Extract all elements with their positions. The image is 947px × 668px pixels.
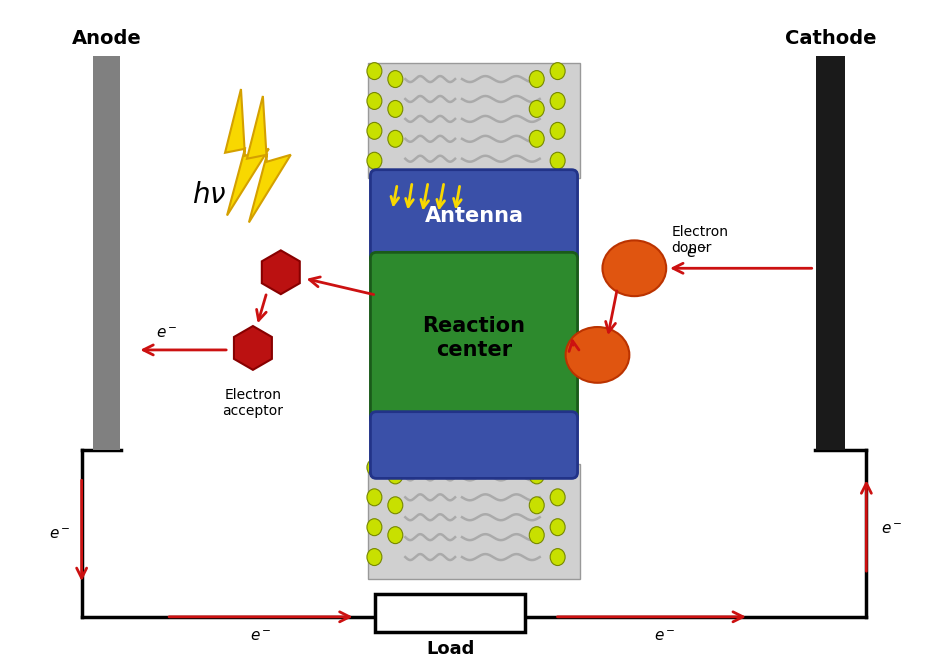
- Ellipse shape: [529, 526, 545, 544]
- Ellipse shape: [550, 519, 565, 536]
- FancyBboxPatch shape: [370, 411, 578, 478]
- Ellipse shape: [550, 489, 565, 506]
- Polygon shape: [234, 326, 272, 370]
- Ellipse shape: [550, 152, 565, 169]
- Text: Electron
acceptor: Electron acceptor: [223, 388, 283, 418]
- Ellipse shape: [388, 71, 402, 88]
- Ellipse shape: [550, 63, 565, 79]
- Ellipse shape: [366, 489, 382, 506]
- Bar: [815, 56, 846, 450]
- Ellipse shape: [388, 100, 402, 118]
- Text: Load: Load: [426, 640, 474, 658]
- Polygon shape: [225, 89, 269, 216]
- Ellipse shape: [602, 240, 666, 296]
- Ellipse shape: [366, 63, 382, 79]
- Polygon shape: [247, 96, 291, 222]
- Ellipse shape: [550, 92, 565, 110]
- Text: e$^-$: e$^-$: [881, 522, 902, 536]
- Text: Electron
donor: Electron donor: [671, 225, 728, 255]
- Ellipse shape: [366, 459, 382, 476]
- Ellipse shape: [565, 327, 630, 383]
- Ellipse shape: [529, 130, 545, 147]
- Text: $h\nu$: $h\nu$: [192, 182, 226, 209]
- Text: e$^-$: e$^-$: [653, 629, 675, 644]
- Ellipse shape: [529, 467, 545, 484]
- Ellipse shape: [550, 459, 565, 476]
- Ellipse shape: [388, 526, 402, 544]
- Ellipse shape: [388, 467, 402, 484]
- Text: Reaction
center: Reaction center: [422, 317, 526, 359]
- Bar: [368, 464, 580, 579]
- Ellipse shape: [388, 130, 402, 147]
- Text: e$^-$: e$^-$: [687, 246, 707, 261]
- Text: e$^-$: e$^-$: [155, 325, 177, 341]
- Ellipse shape: [366, 519, 382, 536]
- Ellipse shape: [366, 92, 382, 110]
- Text: e$^-$: e$^-$: [250, 629, 272, 644]
- Ellipse shape: [529, 100, 545, 118]
- Ellipse shape: [529, 71, 545, 88]
- Text: Cathode: Cathode: [785, 29, 876, 48]
- Bar: [368, 63, 580, 178]
- Ellipse shape: [366, 152, 382, 169]
- Ellipse shape: [388, 497, 402, 514]
- Text: Antenna: Antenna: [424, 206, 524, 226]
- Bar: [93, 56, 120, 450]
- Text: Anode: Anode: [72, 29, 141, 48]
- FancyBboxPatch shape: [370, 253, 578, 424]
- Bar: [375, 594, 525, 632]
- Text: e$^-$: e$^-$: [49, 526, 70, 542]
- FancyBboxPatch shape: [370, 170, 578, 263]
- Polygon shape: [261, 250, 300, 294]
- Ellipse shape: [366, 548, 382, 566]
- Ellipse shape: [550, 122, 565, 140]
- Ellipse shape: [366, 122, 382, 140]
- Ellipse shape: [550, 548, 565, 566]
- Ellipse shape: [529, 497, 545, 514]
